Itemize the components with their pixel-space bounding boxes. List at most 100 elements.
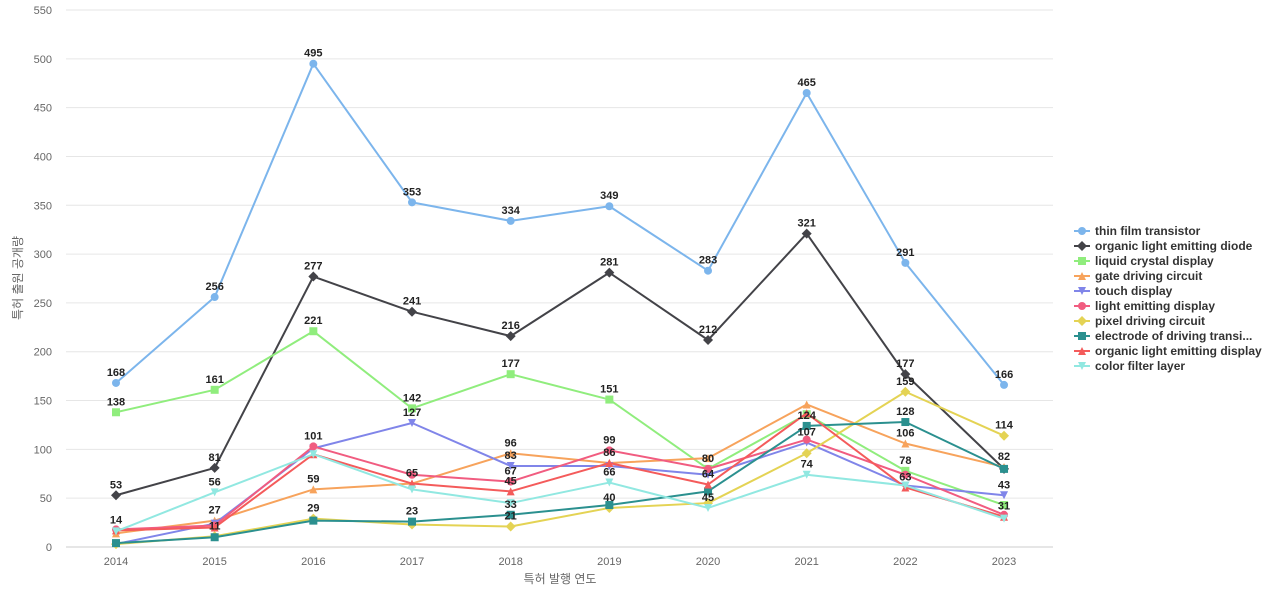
x-tick-label: 2014	[104, 556, 128, 568]
data-label: 128	[896, 406, 914, 418]
legend-symbol	[1078, 347, 1086, 355]
data-label: 321	[798, 218, 816, 230]
data-point	[605, 501, 614, 510]
data-label: 45	[505, 475, 517, 487]
series-8	[112, 409, 1009, 535]
data-point	[407, 306, 418, 317]
legend-symbol	[1078, 287, 1086, 295]
data-point	[1000, 514, 1009, 523]
data-point	[605, 395, 614, 404]
data-label: 221	[304, 315, 322, 327]
legend-item: touch display	[1074, 284, 1173, 298]
legend-symbol	[1078, 227, 1086, 235]
series-9	[112, 450, 1009, 536]
data-label: 127	[403, 407, 421, 419]
data-point	[704, 266, 713, 275]
data-label: 81	[209, 452, 221, 464]
x-axis-title: 특허 발행 연도	[524, 571, 597, 586]
data-point	[210, 293, 219, 302]
data-label: 56	[209, 476, 221, 488]
data-point	[704, 480, 713, 489]
y-tick-label: 300	[34, 249, 52, 261]
data-label: 151	[600, 384, 618, 396]
series-line	[115, 453, 1006, 533]
data-point	[704, 487, 713, 496]
data-labels: 1682564953533343492834652911665381277241…	[107, 48, 1014, 533]
data-point	[704, 454, 713, 463]
y-tick-label: 200	[34, 347, 52, 359]
data-label: 291	[896, 247, 914, 259]
legend-item: pixel driving circuit	[1074, 314, 1205, 328]
series-7	[112, 418, 1009, 548]
data-label: 23	[406, 506, 418, 518]
data-label: 40	[603, 492, 615, 504]
legend-label: thin film transistor	[1095, 224, 1201, 238]
data-point	[506, 510, 515, 519]
series-line	[115, 438, 1006, 531]
data-point	[408, 485, 417, 494]
data-point	[704, 503, 713, 512]
data-point	[309, 442, 318, 451]
data-point	[112, 408, 120, 417]
data-label: 63	[899, 471, 911, 483]
legend-label: touch display	[1095, 284, 1173, 298]
data-point	[506, 487, 515, 496]
data-point	[309, 516, 318, 525]
data-point	[802, 421, 811, 430]
data-point	[408, 404, 417, 413]
data-point	[505, 521, 516, 532]
y-tick-label: 550	[34, 5, 52, 17]
data-label: 168	[107, 367, 125, 379]
data-point	[801, 448, 812, 459]
data-label: 353	[403, 186, 421, 198]
data-label: 107	[798, 427, 816, 439]
legend-symbol	[1078, 332, 1086, 340]
data-label: 82	[998, 451, 1010, 463]
legend-label: pixel driving circuit	[1095, 314, 1205, 328]
data-point	[605, 478, 614, 487]
data-point	[901, 470, 910, 479]
legend-item: liquid crystal display	[1074, 254, 1214, 268]
data-point	[309, 450, 318, 459]
legend-label: organic light emitting display	[1095, 344, 1262, 358]
data-label: 142	[403, 392, 421, 404]
legend-item: light emitting display	[1074, 299, 1215, 313]
y-tick-label: 350	[34, 200, 52, 212]
legend-item: gate driving circuit	[1074, 269, 1202, 283]
data-label: 80	[702, 453, 714, 465]
legend-symbol	[1077, 316, 1087, 326]
legend-item: thin film transistor	[1074, 224, 1201, 238]
data-label: 465	[798, 77, 816, 89]
data-point	[1000, 491, 1009, 500]
data-point	[901, 418, 910, 427]
series-line	[115, 412, 1006, 532]
data-label: 283	[699, 255, 717, 267]
data-label: 177	[502, 358, 520, 370]
axes: 0 50 100 150 200 250 300 350 400 450 500 550 2014 201…	[34, 5, 1017, 568]
data-point	[901, 439, 910, 448]
series-line	[115, 232, 1006, 497]
data-label: 166	[995, 369, 1013, 381]
data-label: 101	[304, 430, 322, 442]
data-label: 106	[896, 428, 914, 440]
data-point	[309, 485, 318, 494]
y-tick-label: 50	[40, 493, 52, 505]
data-point	[506, 461, 515, 470]
data-point	[704, 464, 713, 473]
x-tick-label: 2018	[498, 556, 522, 568]
data-point	[506, 216, 515, 225]
y-axis-title: 특허 출원 공개량	[11, 236, 25, 320]
data-label: 124	[798, 410, 817, 422]
data-point	[506, 370, 515, 379]
data-label: 99	[603, 434, 615, 446]
y-tick-label: 250	[34, 298, 52, 310]
data-label: 277	[304, 261, 322, 273]
data-point	[112, 539, 120, 548]
data-point	[704, 470, 713, 479]
legend-label: liquid crystal display	[1095, 254, 1214, 268]
data-point	[605, 202, 614, 211]
legend-item: organic light emitting display	[1074, 344, 1262, 358]
legend-symbol	[1077, 241, 1087, 251]
data-label: 67	[505, 466, 517, 478]
